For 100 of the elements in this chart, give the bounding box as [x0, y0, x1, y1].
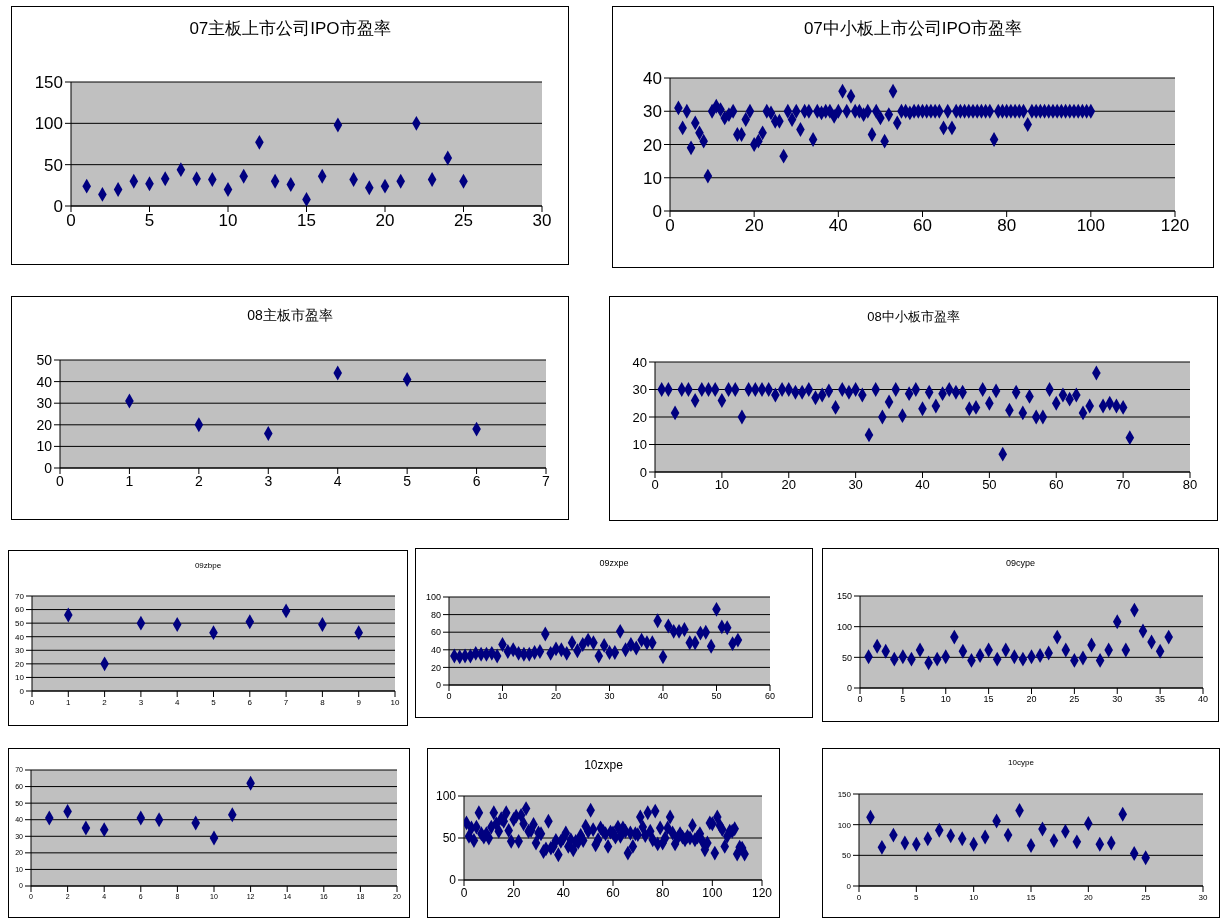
x-tick-label: 0: [857, 694, 863, 705]
x-tick-label: 80: [1182, 477, 1198, 493]
x-tick-label: 25: [454, 211, 473, 231]
x-tick-label: 4: [333, 472, 342, 489]
chart-title: 09cype: [1005, 557, 1036, 569]
x-tick-label: 15: [297, 211, 316, 231]
x-tick-label: 30: [1112, 694, 1123, 705]
x-tick-label: 3: [138, 697, 144, 707]
y-tick-label: 50: [15, 618, 25, 628]
x-tick-label: 70: [1115, 477, 1131, 493]
x-tick-label: 25: [1141, 892, 1151, 902]
x-tick-label: 0: [856, 892, 862, 902]
chart-title: 10zxpe: [583, 757, 624, 772]
y-tick-label: 40: [632, 354, 647, 370]
y-tick-label: 30: [632, 382, 647, 398]
chart-title: 08主板市盈率: [246, 307, 334, 324]
y-tick-label: 150: [34, 73, 63, 93]
x-tick-label: 30: [532, 211, 552, 231]
y-tick-label: 20: [430, 662, 441, 673]
x-tick-label: 2: [102, 697, 108, 707]
x-tick-label: 20: [550, 691, 562, 702]
x-tick-label: 4: [174, 697, 180, 707]
y-tick-label: 20: [643, 135, 662, 155]
y-tick-label: 30: [643, 102, 662, 122]
y-tick-label: 10: [15, 673, 25, 683]
x-tick-label: 30: [604, 691, 615, 702]
y-tick-label: 150: [836, 591, 852, 602]
x-tick-label: 30: [1198, 892, 1208, 902]
x-tick-label: 50: [711, 691, 722, 702]
x-tick-label: 15: [983, 694, 994, 705]
x-tick-label: 120: [751, 885, 773, 900]
x-tick-label: 60: [606, 885, 620, 900]
x-tick-label: 10: [714, 477, 730, 493]
x-tick-label: 10: [497, 691, 508, 702]
x-tick-label: 60: [913, 216, 932, 236]
x-tick-label: 8: [320, 697, 326, 707]
chart-title: 10cype: [1007, 758, 1035, 768]
x-tick-label: 40: [1197, 694, 1209, 705]
x-tick-label: 35: [1155, 694, 1166, 705]
y-tick-label: 0: [44, 459, 53, 476]
y-tick-label: 50: [36, 351, 53, 368]
x-tick-label: 9: [356, 697, 362, 707]
y-tick-label: 80: [430, 609, 441, 620]
y-tick-label: 50: [442, 831, 457, 846]
y-tick-label: 70: [15, 591, 25, 601]
x-tick-label: 5: [144, 211, 155, 231]
x-tick-label: 5: [403, 472, 412, 489]
x-tick-label: 10: [390, 697, 400, 707]
x-tick-label: 6: [472, 472, 481, 489]
x-tick-label: 1: [66, 697, 72, 707]
y-tick-label: 10: [643, 168, 662, 188]
y-tick-label: 150: [837, 789, 852, 799]
y-tick-label: 50: [842, 851, 852, 861]
x-tick-label: 5: [900, 694, 906, 705]
x-tick-label: 1: [125, 472, 134, 489]
y-tick-label: 0: [449, 873, 457, 888]
x-tick-label: 100: [1076, 216, 1106, 236]
x-tick-label: 10: [218, 211, 238, 231]
x-tick-label: 80: [997, 216, 1017, 236]
y-tick-label: 100: [837, 820, 852, 830]
y-tick-label: 50: [841, 652, 852, 663]
chart-title: 09zbpe: [193, 561, 223, 571]
x-tick-label: 0: [460, 885, 468, 900]
y-tick-label: 60: [15, 605, 25, 615]
x-tick-label: 20: [1026, 694, 1037, 705]
x-tick-label: 2: [194, 472, 203, 489]
x-tick-label: 20: [506, 885, 521, 900]
x-tick-label: 100: [702, 885, 723, 900]
x-tick-label: 7: [283, 697, 289, 707]
x-tick-label: 60: [1049, 477, 1064, 493]
y-tick-label: 50: [44, 155, 63, 175]
x-tick-label: 20: [781, 477, 796, 493]
y-tick-label: 10: [36, 438, 53, 455]
x-tick-label: 50: [982, 477, 997, 493]
x-tick-label: 10: [969, 892, 979, 902]
x-tick-label: 0: [665, 216, 675, 236]
x-tick-label: 60: [764, 691, 776, 702]
x-tick-label: 25: [1069, 694, 1080, 705]
x-tick-label: 7: [542, 472, 551, 489]
chart-title: 08中小板市盈率: [866, 308, 961, 325]
y-tick-label: 20: [632, 409, 647, 425]
x-tick-label: 20: [375, 211, 395, 231]
chart-title: 07中小板上市公司IPO市盈率: [802, 19, 1024, 40]
y-tick-label: 20: [36, 416, 53, 433]
y-tick-label: 60: [430, 627, 441, 638]
x-tick-label: 0: [66, 211, 76, 231]
x-tick-label: 40: [657, 691, 669, 702]
x-tick-label: 6: [247, 697, 253, 707]
y-tick-label: 100: [836, 621, 852, 632]
y-tick-label: 30: [36, 395, 53, 412]
x-tick-label: 20: [744, 216, 764, 236]
x-tick-label: 20: [1083, 892, 1094, 902]
x-tick-label: 3: [264, 472, 273, 489]
x-tick-label: 120: [1160, 216, 1190, 236]
y-tick-label: 100: [34, 114, 63, 134]
y-tick-label: 0: [846, 683, 852, 694]
y-tick-label: 100: [425, 592, 441, 603]
y-tick-label: 10: [632, 437, 647, 453]
y-tick-label: 100: [435, 789, 457, 804]
y-tick-label: 40: [36, 373, 53, 390]
